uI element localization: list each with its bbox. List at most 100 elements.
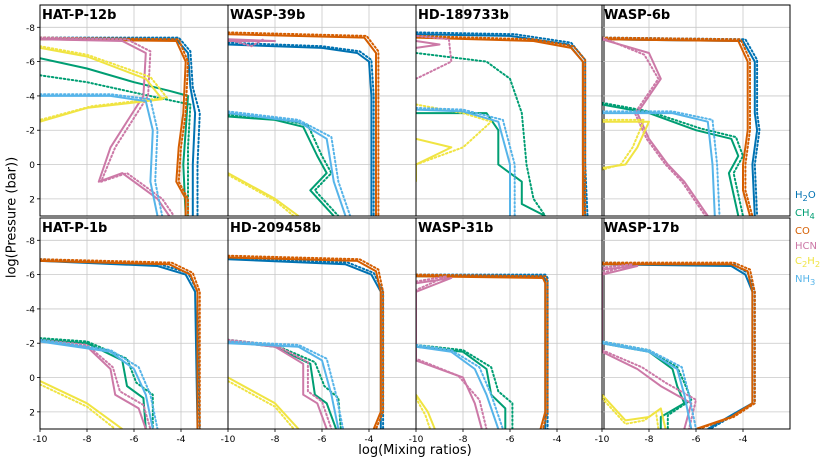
series-c2h2-dotted xyxy=(228,380,295,429)
series-hcn-solid xyxy=(416,277,483,429)
y-tick-label: -6 xyxy=(26,271,35,281)
series-co-dotted xyxy=(602,36,754,216)
series-c2h2-solid xyxy=(40,46,164,123)
series-nh3-dotted xyxy=(602,340,697,429)
series-co-dotted xyxy=(228,31,380,216)
series-c2h2-solid xyxy=(228,376,300,429)
legend-item-h2o: H2O xyxy=(795,190,816,203)
series-co-dotted xyxy=(228,254,385,429)
panel-title: HAT-P-12b xyxy=(42,8,116,23)
series-c2h2-solid xyxy=(416,394,436,429)
series-nh3-solid xyxy=(602,112,716,216)
series-ch4-solid xyxy=(416,345,507,429)
series-ch4-dotted xyxy=(40,74,192,216)
legend-item-co: CO xyxy=(795,226,810,237)
series-nh3-solid xyxy=(416,108,511,216)
legend-item-hcn: HCN xyxy=(795,241,817,252)
series-hcn-dotted xyxy=(602,263,697,429)
series-nh3-dotted xyxy=(416,343,504,429)
series-c2h2-dotted xyxy=(228,173,295,216)
legend: H2O CH4 CO HCN C2H2 NH3 xyxy=(795,188,820,290)
x-tick-label: -8 xyxy=(83,435,92,445)
series-ch4-solid xyxy=(40,57,189,216)
x-tick-label: -4 xyxy=(739,435,748,445)
x-tick-label: -10 xyxy=(33,435,48,445)
series-h2o-dotted xyxy=(228,41,375,216)
series-c2h2-solid xyxy=(40,380,123,429)
series-co-solid xyxy=(228,256,382,429)
series-co-dotted xyxy=(416,34,587,216)
series-co-solid xyxy=(602,38,751,216)
x-tick-label: -8 xyxy=(459,435,468,445)
y-tick-label: -6 xyxy=(26,58,35,68)
y-tick-label: -8 xyxy=(26,24,35,34)
x-axis-label: log(Mixing ratios) xyxy=(358,443,472,458)
series-co-dotted xyxy=(416,273,549,429)
series-hcn-solid xyxy=(602,38,709,216)
series-nh3-dotted xyxy=(40,338,159,429)
x-tick-label: -8 xyxy=(645,435,654,445)
series-nh3-dotted xyxy=(416,106,516,216)
x-tick-label: -4 xyxy=(177,435,186,445)
series-nh3-solid xyxy=(40,94,159,216)
series-co-dotted xyxy=(40,258,201,429)
series-c2h2-dotted xyxy=(416,397,432,429)
series-h2o-dotted xyxy=(416,31,589,216)
series-nh3-solid xyxy=(228,112,347,216)
series-h2o-dotted xyxy=(228,256,385,429)
panel-frame xyxy=(601,4,791,217)
y-axis-label: log(Pressure (bar)) xyxy=(4,156,20,279)
y-tick-label: -4 xyxy=(26,305,35,315)
series-ch4-solid xyxy=(416,112,546,216)
series-co-solid xyxy=(40,38,187,216)
series-nh3-solid xyxy=(602,342,693,429)
series-hcn-solid xyxy=(228,38,276,42)
series-co-solid xyxy=(602,263,754,429)
series-h2o-solid xyxy=(228,43,373,216)
y-tick-label: -4 xyxy=(26,92,35,102)
series-co-solid xyxy=(416,36,584,216)
series-co-solid xyxy=(228,33,377,216)
series-co-solid xyxy=(40,259,199,429)
legend-item-c2h2: C2H2 xyxy=(795,256,821,269)
panel-title: WASP-39b xyxy=(230,8,305,23)
panel-frame xyxy=(415,4,605,217)
series-hcn-solid xyxy=(416,40,441,49)
y-tick-label: -2 xyxy=(26,340,35,350)
legend-item-nh3: NH3 xyxy=(795,274,816,287)
y-axis-label-wrap: log(Pressure (bar)) xyxy=(2,60,20,380)
panel-title: HD-209458b xyxy=(230,221,321,236)
series-ch4-solid xyxy=(40,338,147,429)
series-hcn-solid xyxy=(602,265,693,429)
panel-title: WASP-17b xyxy=(604,221,679,236)
series-nh3-solid xyxy=(416,345,500,429)
series-hcn-solid xyxy=(40,340,147,429)
series-c2h2-solid xyxy=(602,120,650,169)
series-hcn-solid xyxy=(40,38,171,216)
y-tick-label: -8 xyxy=(26,237,35,247)
y-tick-label: 0 xyxy=(29,374,35,384)
y-tick-label: 2 xyxy=(29,408,35,418)
x-tick-label: -6 xyxy=(506,435,515,445)
y-tick-label: 2 xyxy=(29,195,35,205)
series-nh3-dotted xyxy=(228,340,345,429)
series-nh3-solid xyxy=(228,342,340,429)
panel-title: WASP-6b xyxy=(604,8,670,23)
x-tick-label: -8 xyxy=(271,435,280,445)
series-ch4-dotted xyxy=(416,52,547,216)
series-hcn-dotted xyxy=(416,34,453,80)
panel-title: HAT-P-1b xyxy=(42,221,107,236)
series-hcn-dotted xyxy=(40,338,152,429)
series-c2h2-solid xyxy=(602,394,667,429)
legend-item-ch4: CH4 xyxy=(795,208,815,221)
x-tick-label: -10 xyxy=(595,435,610,445)
series-h2o-solid xyxy=(40,259,199,429)
series-nh3-dotted xyxy=(40,93,164,216)
series-co-dotted xyxy=(40,36,189,216)
series-co-solid xyxy=(416,275,547,429)
series-ch4-solid xyxy=(228,115,335,216)
series-nh3-solid xyxy=(40,340,154,429)
series-hcn-dotted xyxy=(416,275,488,429)
series-c2h2-dotted xyxy=(40,383,117,429)
